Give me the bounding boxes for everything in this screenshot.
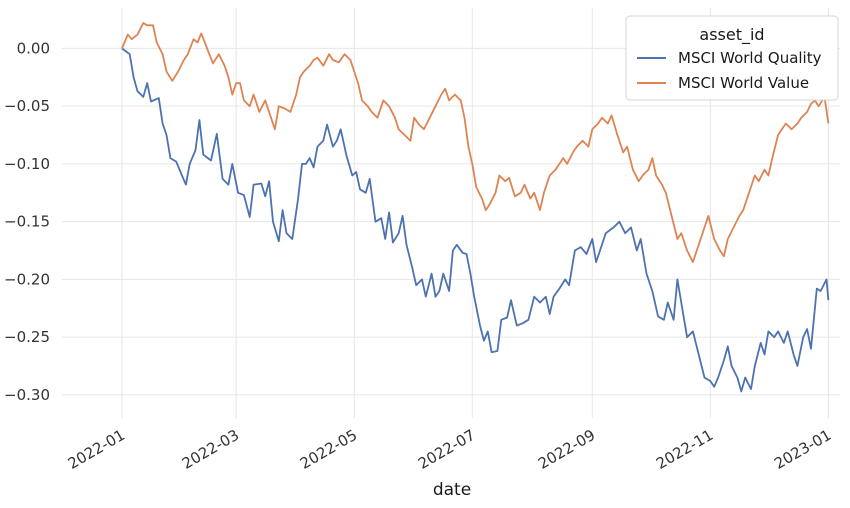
legend-title: asset_id [699,25,764,45]
y-tick-label: −0.05 [4,97,50,115]
y-tick-label: 0.00 [17,39,50,57]
legend-box [625,15,839,101]
y-tick-label: −0.10 [4,155,50,173]
y-tick-label: −0.25 [4,328,50,346]
y-tick-labels: 0.00 −0.05 −0.10 −0.15 −0.20 −0.25 −0.30 [4,39,50,403]
x-tick-label: 2022-07 [415,426,478,473]
x-tick-label: 2022-09 [535,426,598,473]
legend-label-msci-world-quality: MSCI World Quality [678,49,822,67]
series-layer [121,22,830,393]
series-line-msci-world-quality [121,47,830,393]
x-tick-label: 2022-11 [653,426,716,473]
legend-label-msci-world-value: MSCI World Value [678,74,809,92]
x-tick-label: 2022-03 [179,426,242,473]
x-tick-labels: 2022-01 2022-03 2022-05 2022-07 2022-09 2022-… [65,426,835,473]
x-tick-label: 2022-01 [65,426,128,473]
y-tick-label: −0.20 [4,270,50,288]
x-tick-label: 2022-05 [297,426,360,473]
y-tick-label: −0.15 [4,213,50,231]
series-line-msci-world-value [121,22,830,263]
y-tick-label: −0.30 [4,386,50,404]
x-axis-title: date [433,480,471,500]
x-tick-label: 2023-01 [771,426,834,473]
legend: asset_id MSCI World Quality MSCI World V… [625,15,839,101]
